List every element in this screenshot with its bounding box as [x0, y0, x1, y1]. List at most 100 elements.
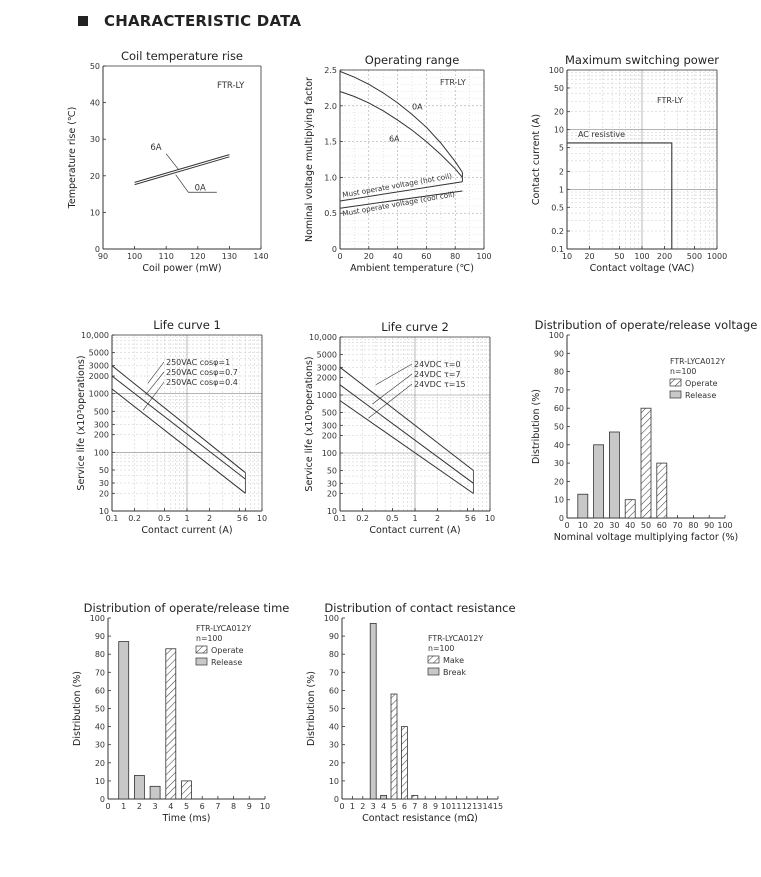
- x-tick-label: 0.2: [128, 514, 141, 523]
- leader-c: [142, 381, 165, 411]
- leader-c: [368, 383, 413, 419]
- y-tick-label: 40: [329, 723, 339, 732]
- legend-label-hatched: Operate: [685, 379, 718, 388]
- y-tick-label: 40: [554, 441, 564, 450]
- x-tick-label: 30: [609, 521, 619, 530]
- series-line-0: [339, 70, 463, 173]
- y-tick-label: 80: [95, 650, 105, 659]
- x-tick-label: 7: [215, 802, 220, 811]
- series-label-c: 24VDC τ=15: [414, 380, 466, 389]
- model-label: FTR-LYCA012Y: [196, 624, 251, 633]
- x-tick-label: 9: [247, 802, 252, 811]
- y-tick-label: 90: [95, 632, 105, 641]
- x-tick-label: 20: [584, 252, 594, 261]
- y-tick-label: 2000: [89, 372, 109, 381]
- legend-hatched-swatch: [427, 655, 440, 664]
- y-tick-label: 2: [559, 167, 564, 176]
- y-axis-label: Service life (x10³operations): [304, 356, 315, 491]
- y-tick-label: 20: [327, 490, 337, 499]
- y-axis-label: Distribution (%): [306, 671, 317, 746]
- y-tick-label: 50: [329, 705, 339, 714]
- y-tick-label: 10: [99, 507, 109, 516]
- release-bar: [369, 623, 377, 800]
- x-tick-label: 8: [231, 802, 236, 811]
- y-tick-label: 5000: [89, 349, 109, 358]
- x-tick-label: 40: [625, 521, 635, 530]
- y-tick-label: 40: [90, 99, 100, 108]
- legend-label-solid: Release: [211, 658, 242, 667]
- x-axis-label: Time (ms): [162, 813, 211, 824]
- y-tick-label: 300: [94, 420, 109, 429]
- x-tick-label: 130: [222, 252, 237, 261]
- y-tick-label: 2.5: [324, 66, 337, 75]
- y-tick-label: 100: [322, 449, 337, 458]
- x-tick-label: 60: [421, 252, 431, 261]
- label-0a: 0A: [195, 183, 206, 193]
- chart-title: Operating range: [365, 53, 460, 67]
- series-label-b: 250VAC cosφ=0.7: [166, 368, 238, 377]
- y-tick-label: 100: [549, 331, 564, 340]
- y-tick-label: 100: [549, 66, 564, 75]
- ac-resistive-line: [567, 142, 673, 249]
- y-tick-label: 90: [554, 349, 564, 358]
- y-tick-label: 1.0: [324, 173, 337, 182]
- y-tick-label: 20: [99, 489, 109, 498]
- y-tick-label: 70: [329, 668, 339, 677]
- y-tick-label: 60: [95, 686, 105, 695]
- x-tick-label: 100: [717, 521, 732, 530]
- x-tick-label: 14: [483, 802, 493, 811]
- y-tick-label: 0: [334, 795, 339, 804]
- y-tick-label: 0.2: [551, 227, 564, 236]
- x-tick-label: 5: [237, 514, 242, 523]
- y-tick-label: 0: [559, 514, 564, 523]
- x-axis-label: Coil power (mW): [142, 263, 221, 274]
- x-tick-label: 3: [371, 802, 376, 811]
- y-tick-label: 70: [95, 668, 105, 677]
- y-tick-label: 100: [90, 614, 105, 623]
- x-tick-label: 10: [578, 521, 588, 530]
- page-title: CHARACTERISTIC DATA: [104, 12, 302, 30]
- chart-title: Distribution of operate/release time: [84, 601, 290, 615]
- y-tick-label: 30: [554, 459, 564, 468]
- x-tick-label: 6: [243, 514, 248, 523]
- series-line-3: [339, 190, 463, 209]
- chart-distv: Distribution of operate/release voltage 0…: [531, 318, 757, 543]
- y-tick-label: 200: [322, 432, 337, 441]
- y-tick-label: 100: [324, 614, 339, 623]
- x-tick-label: 15: [493, 802, 503, 811]
- x-tick-label: 40: [393, 252, 403, 261]
- chart-title: Distribution of operate/release voltage: [535, 318, 758, 332]
- life-series-line-0: [339, 366, 474, 471]
- release-bar: [380, 794, 388, 800]
- x-tick-label: 4: [381, 802, 386, 811]
- y-tick-label: 10,000: [309, 333, 337, 342]
- x-tick-label: 2: [137, 802, 142, 811]
- chart-distt: Distribution of operate/release time 0 1 2 3…: [72, 601, 289, 824]
- x-tick-label: 100: [127, 252, 142, 261]
- chart-title: Maximum switching power: [565, 53, 719, 67]
- life-series-line-2: [111, 388, 246, 494]
- x-tick-label: 0: [339, 802, 344, 811]
- x-axis-label: Contact current (A): [369, 525, 460, 536]
- bullet-square-icon: [78, 16, 88, 26]
- x-tick-label: 8: [423, 802, 428, 811]
- x-tick-label: 120: [190, 252, 205, 261]
- x-tick-label: 50: [614, 252, 624, 261]
- y-tick-label: 50: [95, 705, 105, 714]
- y-tick-label: 90: [329, 632, 339, 641]
- leader-b: [145, 371, 165, 396]
- y-axis-label: Contact current (A): [531, 114, 542, 205]
- x-tick-label: 2: [435, 514, 440, 523]
- x-tick-label: 5: [465, 514, 470, 523]
- x-tick-label: 80: [688, 521, 698, 530]
- chart-title: Distribution of contact resistance: [324, 601, 515, 615]
- x-tick-label: 5: [391, 802, 396, 811]
- y-tick-label: 20: [554, 108, 564, 117]
- y-tick-label: 60: [329, 686, 339, 695]
- x-tick-label: 4: [168, 802, 173, 811]
- model-label: FTR-LY: [217, 81, 245, 91]
- x-tick-label: 11: [451, 802, 461, 811]
- x-tick-label: 100: [476, 252, 491, 261]
